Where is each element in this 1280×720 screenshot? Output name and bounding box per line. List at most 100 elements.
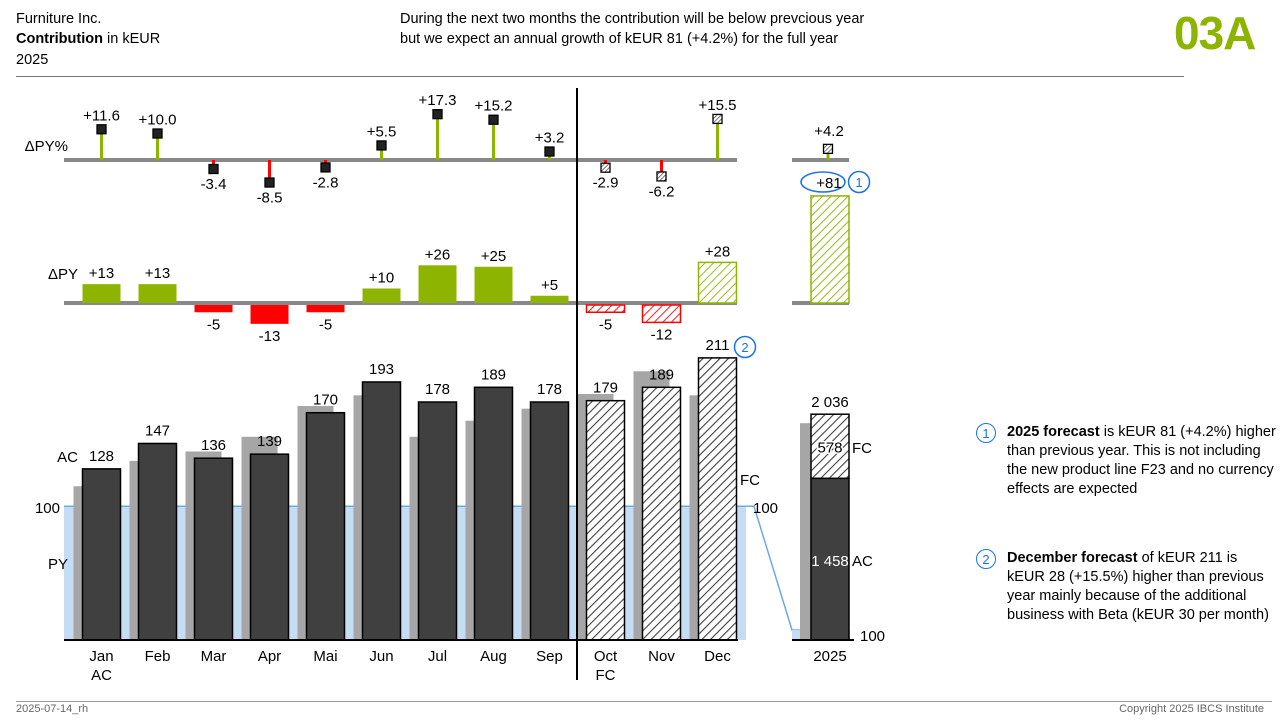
pin-head-total bbox=[822, 143, 834, 155]
highlight-marker-2-number: 2 bbox=[741, 340, 748, 355]
delta-bar-dec bbox=[697, 261, 738, 304]
total-fc-value-label: 578 bbox=[817, 439, 842, 456]
pin-head-nov bbox=[656, 171, 667, 182]
delta-bar-apr bbox=[250, 305, 289, 324]
total-ac-value-label: 1 458 bbox=[811, 553, 849, 570]
delta-label-dec: +28 bbox=[705, 243, 730, 260]
ac-bar-jul bbox=[417, 401, 458, 641]
ac-series-label: AC bbox=[57, 449, 78, 466]
pin-head-jul bbox=[432, 109, 443, 120]
pin-label-nov: -6.2 bbox=[649, 183, 675, 200]
delta-layer bbox=[64, 195, 850, 324]
index-100-label-right: 100 bbox=[753, 500, 778, 517]
month-label-dec: Dec bbox=[704, 648, 731, 665]
delta-bar-aug bbox=[474, 266, 513, 303]
pin-head-apr bbox=[264, 177, 275, 188]
note-2: 2 December forecast of kEUR 211 is kEUR … bbox=[976, 549, 1276, 625]
fc-bar-oct bbox=[585, 399, 626, 641]
py-index-layer bbox=[64, 505, 850, 640]
value-label-mar: 136 bbox=[201, 437, 226, 454]
month-label-oct: Oct bbox=[594, 648, 618, 665]
pin-label-oct: -2.9 bbox=[593, 175, 619, 192]
fc-bar-dec bbox=[697, 357, 738, 641]
pin-label-mai: -2.8 bbox=[313, 174, 339, 191]
value-label-jul: 178 bbox=[425, 381, 450, 398]
delta-bar-feb bbox=[138, 284, 177, 303]
py-series-label: PY bbox=[48, 556, 68, 573]
total-delta-highlight bbox=[800, 171, 846, 193]
index-100-label-left: 100 bbox=[35, 500, 60, 517]
pin-head-aug bbox=[488, 114, 499, 125]
ac-bar-jun bbox=[361, 381, 402, 641]
value-label-oct: 179 bbox=[593, 380, 618, 397]
report-year: 2025 bbox=[16, 52, 49, 68]
py-index-band bbox=[64, 506, 746, 640]
note-2-body: of kEUR 211 is kEUR 28 (+15.5%) higher t… bbox=[1007, 550, 1269, 623]
ac-bar-jan bbox=[81, 468, 122, 641]
month-label-nov: Nov bbox=[648, 648, 675, 665]
note-2-title: December forecast bbox=[1007, 550, 1138, 566]
measure-name: Contribution bbox=[16, 31, 103, 47]
total-delta-bar bbox=[810, 195, 850, 304]
delta-label-jul: +26 bbox=[425, 246, 450, 263]
fc-series-label: FC bbox=[740, 472, 760, 489]
ac-bar-aug bbox=[473, 386, 514, 641]
note-1: 1 2025 forecast is kEUR 81 (+4.2%) highe… bbox=[976, 423, 1276, 499]
pin-label-jun: +5.5 bbox=[367, 123, 397, 140]
message-line-1: During the next two months the contribut… bbox=[400, 11, 865, 27]
total-delta-label: +81 bbox=[816, 175, 841, 192]
value-label-apr: 139 bbox=[257, 433, 282, 450]
index-connector-line bbox=[746, 505, 800, 631]
footer-divider bbox=[16, 701, 1272, 702]
labels-layer: 128 Jan 147 Feb 136 Mar 139 Apr 170 Mai 193 Jun 178 J… bbox=[25, 88, 885, 684]
pin-label-feb: +10.0 bbox=[139, 112, 177, 129]
delta-bar-mai bbox=[306, 305, 345, 313]
delta-label-nov: -12 bbox=[651, 326, 673, 343]
note-2-marker: 2 bbox=[976, 549, 996, 569]
delta-label-apr: -13 bbox=[259, 328, 281, 345]
month-label-apr: Apr bbox=[258, 648, 281, 665]
total-index-label: 100 bbox=[860, 628, 885, 645]
value-label-jun: 193 bbox=[369, 361, 394, 378]
ac-scenario-axis-label: AC bbox=[91, 667, 112, 684]
delta-label-jun: +10 bbox=[369, 270, 394, 287]
total-value-label: 2 036 bbox=[811, 394, 849, 411]
delta-label-aug: +25 bbox=[481, 248, 506, 265]
bars-layer bbox=[64, 357, 854, 641]
delta-bar-sep bbox=[530, 295, 569, 303]
delta-label-oct: -5 bbox=[599, 316, 612, 333]
ac-bar-sep bbox=[529, 401, 570, 641]
value-label-dec: 211 bbox=[706, 337, 730, 354]
highlight-marker-1-circle bbox=[847, 170, 871, 194]
total-category-label: 2025 bbox=[813, 648, 846, 665]
message-line-2: but we expect an annual growth of kEUR 8… bbox=[400, 31, 839, 47]
value-label-mai: 170 bbox=[313, 392, 338, 409]
pin-label-mar: -3.4 bbox=[201, 176, 227, 193]
note-1-marker: 1 bbox=[976, 423, 996, 443]
delta-series-label: ΔPY bbox=[48, 266, 78, 283]
delta-percent-series-label: ΔPY% bbox=[25, 138, 68, 155]
fc-bar-nov bbox=[641, 386, 682, 641]
delta-label-mar: -5 bbox=[207, 316, 220, 333]
pin-label-apr: -8.5 bbox=[257, 190, 283, 207]
note-2-text: December forecast of kEUR 211 is kEUR 28… bbox=[1007, 549, 1276, 625]
value-label-nov: 189 bbox=[649, 366, 674, 383]
measure-unit: in kEUR bbox=[102, 31, 161, 47]
note-1-text: 2025 forecast is kEUR 81 (+4.2%) higher … bbox=[1007, 423, 1276, 499]
pin-label-sep: +3.2 bbox=[535, 130, 565, 147]
total-ac-scenario-label: AC bbox=[852, 553, 873, 570]
ac-bar-apr bbox=[249, 453, 290, 641]
delta-bar-mar bbox=[194, 305, 233, 313]
pin-head-feb bbox=[152, 128, 163, 139]
pin-label-total: +4.2 bbox=[814, 123, 844, 140]
delta-bar-oct bbox=[585, 304, 626, 313]
delta-bar-jun bbox=[362, 288, 401, 303]
pin-label-aug: +15.2 bbox=[475, 98, 513, 115]
ac-bar-feb bbox=[137, 442, 178, 641]
month-label-jan: Jan bbox=[89, 648, 113, 665]
note-1-title: 2025 forecast bbox=[1007, 424, 1100, 440]
pin-head-oct bbox=[600, 162, 611, 173]
delta-bar-jan bbox=[82, 284, 121, 303]
delta-bar-nov bbox=[641, 304, 682, 324]
